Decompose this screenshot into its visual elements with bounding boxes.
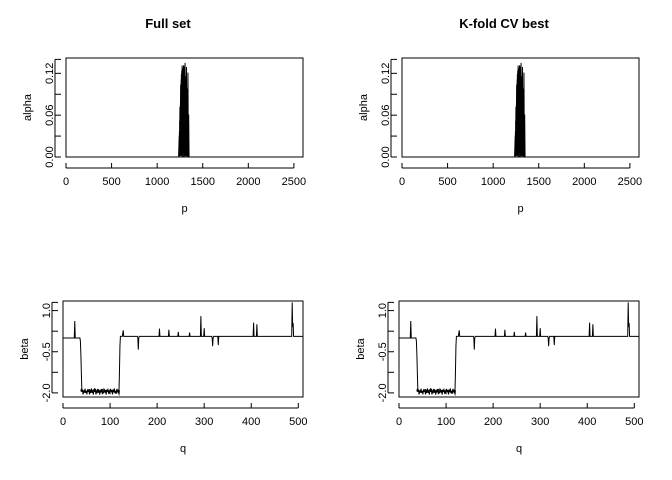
x-tick-label: 0 <box>63 176 69 188</box>
data-series-plateau-jitter <box>416 387 456 397</box>
x-tick-label: 0 <box>60 416 66 428</box>
plot-area-bottom-left: 1.0 -0.5 -2.0 beta 0 100 200 300 400 500 q <box>19 300 307 455</box>
x-tick-label: 1500 <box>190 176 214 188</box>
y-axis-title: alpha <box>22 93 34 121</box>
plot-box <box>401 57 640 158</box>
x-tick-label: 2000 <box>236 176 260 188</box>
y-tick-label: 0.12 <box>380 63 392 84</box>
x-tick-label: 300 <box>195 416 213 428</box>
x-tick-label: 100 <box>101 416 119 428</box>
data-series-burst <box>178 65 190 158</box>
plot-panel-bottom-right: 1.0 -0.5 -2.0 beta 0 100 200 300 400 500 q <box>336 240 672 480</box>
y-tick-label: 1.0 <box>41 303 53 318</box>
plot-panel-bottom-left: 1.0 -0.5 -2.0 beta 0 100 200 300 400 500 q <box>0 240 336 480</box>
plot-area-top-right: 0.00 0.06 0.12 alpha 0 500 1000 1500 2000 2500 p <box>358 57 642 215</box>
y-axis-title: beta <box>19 337 31 359</box>
x-tick-label: 0 <box>396 416 402 428</box>
y-tick-label: 0.06 <box>44 104 56 125</box>
panel-title-top-left: Full set <box>145 16 191 31</box>
plot-panel-top-left: Full set 0.00 0.06 0.12 alpha 0 500 1000 1500 20… <box>0 0 336 240</box>
x-tick-label: 1500 <box>526 176 550 188</box>
y-tick-label: 0.06 <box>380 104 392 125</box>
y-axis-title: beta <box>355 337 367 359</box>
x-axis-title: p <box>517 203 523 215</box>
y-tick-label: -2.0 <box>41 383 53 402</box>
x-tick-label: 500 <box>625 416 643 428</box>
plot-panel-top-right: K-fold CV best 0.00 0.06 0.12 alpha 0 500 1000… <box>336 0 672 240</box>
x-tick-label: 500 <box>102 176 120 188</box>
y-tick-label: 0.00 <box>44 146 56 167</box>
panel-title-top-right: K-fold CV best <box>459 16 549 31</box>
x-tick-label: 1000 <box>145 176 169 188</box>
plot-box <box>65 57 304 158</box>
x-tick-label: 0 <box>399 176 405 188</box>
x-tick-label: 200 <box>148 416 166 428</box>
plot-box <box>62 300 304 398</box>
plot-area-bottom-right: 1.0 -0.5 -2.0 beta 0 100 200 300 400 500 q <box>355 300 643 455</box>
data-series-line <box>63 302 303 393</box>
plot-area-top-left: 0.00 0.06 0.12 alpha 0 500 1000 1500 2000 2500 p <box>22 57 306 215</box>
data-series-plateau-jitter <box>80 387 120 397</box>
x-axis-title: q <box>516 443 522 455</box>
y-axis-title: alpha <box>358 93 370 121</box>
x-tick-label: 500 <box>438 176 456 188</box>
y-tick-label: 1.0 <box>377 303 389 318</box>
x-axis-title: q <box>180 443 186 455</box>
x-axis-title: p <box>181 203 187 215</box>
x-tick-label: 1000 <box>481 176 505 188</box>
x-tick-label: 2500 <box>282 176 306 188</box>
x-tick-label: 2000 <box>572 176 596 188</box>
x-tick-label: 2500 <box>618 176 642 188</box>
x-tick-label: 300 <box>531 416 549 428</box>
x-tick-label: 100 <box>437 416 455 428</box>
x-tick-label: 200 <box>484 416 502 428</box>
x-tick-label: 500 <box>289 416 307 428</box>
data-series-burst <box>514 65 526 158</box>
data-series-line <box>399 302 639 393</box>
y-tick-label: -0.5 <box>377 342 389 361</box>
y-tick-label: -2.0 <box>377 383 389 402</box>
y-tick-label: -0.5 <box>41 342 53 361</box>
plot-box <box>398 300 640 398</box>
x-tick-label: 400 <box>578 416 596 428</box>
x-tick-label: 400 <box>242 416 260 428</box>
y-tick-label: 0.00 <box>380 146 392 167</box>
y-tick-label: 0.12 <box>44 63 56 84</box>
